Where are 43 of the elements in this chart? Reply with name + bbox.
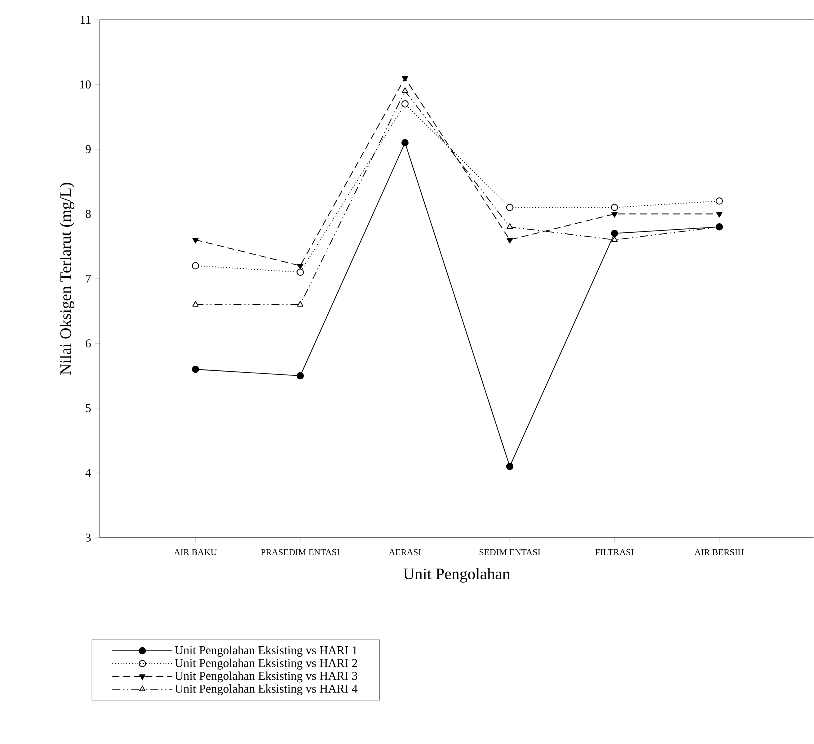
point <box>612 236 618 242</box>
point <box>402 76 408 82</box>
point <box>506 238 514 244</box>
point <box>297 301 304 307</box>
y-tick-label: 4 <box>86 469 92 478</box>
y-tick-label: 7 <box>86 275 92 283</box>
point <box>296 268 304 276</box>
legend-label: Unit Pengolahan Eksisting vs HARI 1 <box>175 646 358 658</box>
y-axis-title: Nilai Oksigen Terlarut (mg/L) <box>60 183 75 376</box>
y-tick-label: 5 <box>86 404 91 412</box>
point <box>716 198 724 205</box>
point <box>716 212 723 218</box>
point <box>402 139 409 147</box>
x-axis-title: Unit Pengolahan <box>404 568 510 583</box>
point <box>506 204 514 212</box>
point <box>611 204 618 212</box>
point <box>506 463 514 470</box>
y-tick-label: 9 <box>86 146 91 154</box>
y-tick-label: 3 <box>86 534 91 542</box>
point <box>192 238 199 244</box>
x-tick-label: AIR BERSIH <box>694 549 744 556</box>
x-tick-label: PRASEDIM ENTASI <box>261 549 340 556</box>
point <box>402 100 409 108</box>
x-tick-label: FILTRASI <box>596 549 634 556</box>
x-tick-label: AIR BAKU <box>174 549 218 556</box>
y-tick-label: 11 <box>80 16 91 24</box>
point <box>611 230 618 238</box>
point <box>192 366 200 374</box>
legend-label: Unit Pengolahan Eksisting vs HARI 3 <box>175 672 358 683</box>
point <box>296 372 304 380</box>
legend-label: Unit Pengolahan Eksisting vs HARI 2 <box>175 659 358 670</box>
x-tick-label: AERASI <box>389 549 422 556</box>
point <box>192 262 200 270</box>
point <box>612 212 618 218</box>
legend-label: Unit Pengolahan Eksisting vs HARI 4 <box>175 684 358 696</box>
point <box>506 224 514 230</box>
point <box>402 88 408 94</box>
x-tick-label: SEDIM ENTASI <box>480 549 540 556</box>
y-tick-label: 10 <box>80 80 91 89</box>
y-tick-label: 6 <box>86 340 92 348</box>
point <box>297 264 304 270</box>
point <box>192 301 199 307</box>
y-tick-label: 8 <box>86 210 91 218</box>
